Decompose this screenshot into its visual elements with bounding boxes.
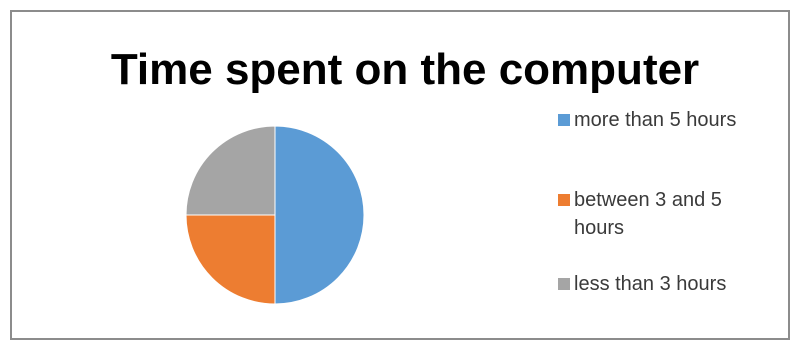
chart-title: Time spent on the computer: [110, 45, 700, 94]
legend-label-less-than-3-hours: less than 3 hours: [574, 273, 727, 295]
legend-item-less-than-3-hours: less than 3 hours: [558, 270, 778, 298]
legend-item-between-3-and-5-hours: between 3 and 5 hours: [558, 186, 758, 242]
chart-frame: [10, 10, 790, 340]
legend-swatch-more-than-5-hours: [558, 114, 570, 126]
legend-swatch-between-3-and-5-hours: [558, 194, 570, 206]
pie-slice-more-than-5-hours: [274, 125, 365, 305]
legend-swatch-less-than-3-hours: [558, 278, 570, 290]
legend-label-more-than-5-hours: more than 5 hours: [574, 109, 737, 131]
legend-label-between-3-and-5-hours: between 3 and 5 hours: [574, 189, 722, 239]
pie-slice-less-than-3-hours: [185, 125, 276, 216]
legend-item-more-than-5-hours: more than 5 hours: [558, 106, 778, 134]
pie-chart: [185, 125, 365, 305]
pie-slice-between-3-and-5-hours: [185, 214, 276, 305]
